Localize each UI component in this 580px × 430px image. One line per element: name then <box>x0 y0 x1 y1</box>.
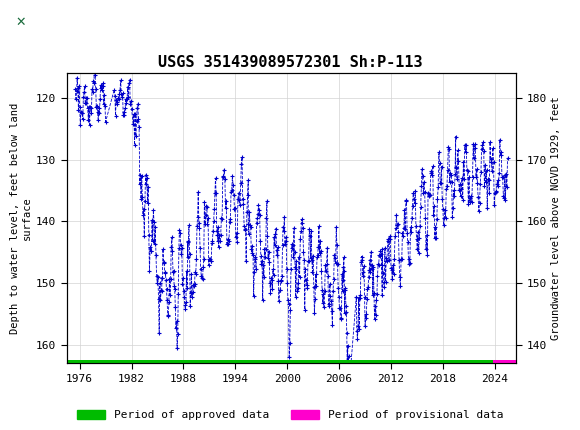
Y-axis label: Groundwater level above NGVD 1929, feet: Groundwater level above NGVD 1929, feet <box>551 96 561 340</box>
Text: ✕: ✕ <box>15 16 26 29</box>
Text: USGS: USGS <box>44 14 99 31</box>
Text: USGS 351439089572301 Sh:P-113: USGS 351439089572301 Sh:P-113 <box>158 55 422 70</box>
Y-axis label: Depth to water level, feet below land
surface: Depth to water level, feet below land su… <box>10 103 32 334</box>
Legend: Period of approved data, Period of provisional data: Period of approved data, Period of provi… <box>72 405 508 424</box>
Bar <box>3 4 38 41</box>
